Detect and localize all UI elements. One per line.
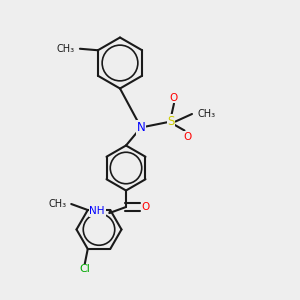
Text: Cl: Cl	[79, 264, 90, 274]
Text: O: O	[183, 131, 192, 142]
Text: O: O	[170, 92, 178, 103]
Text: NH: NH	[89, 206, 105, 217]
Text: CH₃: CH₃	[56, 44, 74, 54]
Text: CH₃: CH₃	[49, 199, 67, 209]
Text: S: S	[167, 115, 175, 128]
Text: CH₃: CH₃	[198, 109, 216, 119]
Text: O: O	[141, 202, 150, 212]
Text: N: N	[136, 121, 146, 134]
